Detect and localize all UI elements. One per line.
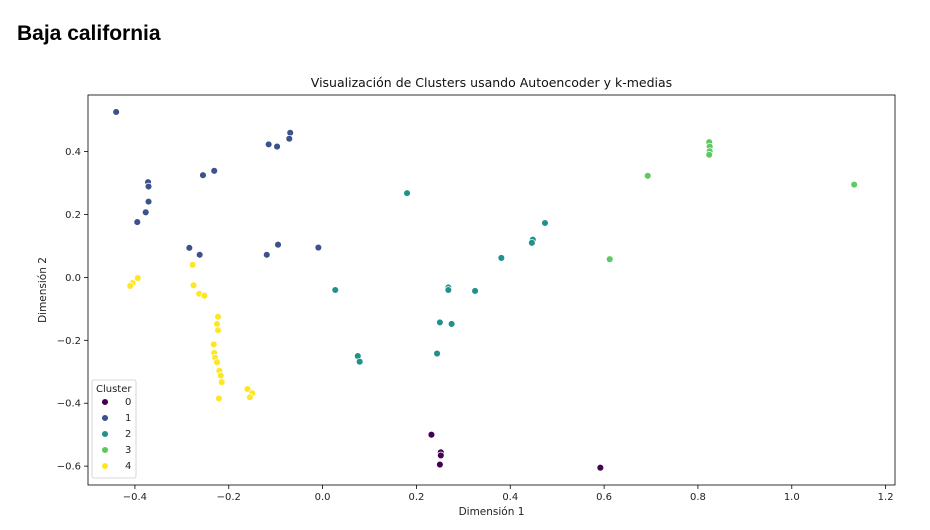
data-point: [705, 151, 713, 159]
legend-label: 2: [125, 429, 131, 440]
data-point: [643, 172, 652, 180]
data-point: [444, 286, 453, 294]
legend-label: 4: [125, 461, 131, 472]
x-tick-label: 1.0: [784, 492, 800, 503]
y-tick-label: 0.2: [65, 210, 81, 221]
y-axis-label: Dimensión 2: [37, 257, 49, 323]
data-point: [141, 208, 150, 217]
legend-label: 1: [125, 413, 131, 424]
data-point: [596, 463, 605, 472]
series-cluster-4: [126, 261, 256, 403]
series-cluster-3: [605, 138, 858, 263]
data-point: [133, 274, 142, 282]
x-tick-label: 1.2: [878, 492, 894, 503]
data-point: [217, 371, 225, 380]
data-point: [126, 282, 134, 290]
x-tick-label: 0.6: [596, 492, 612, 503]
data-point: [437, 451, 445, 460]
data-point: [213, 358, 221, 367]
data-point: [133, 218, 142, 226]
plot-frame: [87, 94, 896, 486]
x-tick-label: −0.4: [123, 492, 147, 503]
data-point: [436, 318, 444, 327]
legend-marker: [101, 414, 109, 422]
legend-title: Cluster: [96, 384, 132, 395]
legend-label: 3: [125, 445, 131, 456]
data-point: [497, 254, 506, 262]
data-point: [436, 460, 444, 469]
data-point: [217, 378, 226, 386]
x-axis-label: Dimensión 1: [459, 506, 525, 518]
data-point: [331, 286, 340, 294]
series-cluster-2: [331, 189, 549, 366]
data-point: [214, 326, 222, 335]
data-point: [214, 312, 222, 321]
data-point: [314, 243, 323, 252]
data-point: [403, 189, 411, 197]
data-point: [246, 393, 254, 402]
data-point: [199, 171, 207, 179]
y-tick-label: −0.4: [57, 399, 81, 410]
data-point: [215, 394, 223, 403]
x-tick-label: 0.2: [408, 492, 424, 503]
data-point: [112, 108, 120, 116]
data-point: [471, 287, 479, 295]
data-point: [210, 167, 218, 175]
y-tick-label: −0.6: [57, 462, 81, 473]
data-point: [427, 430, 436, 439]
data-point: [144, 182, 153, 191]
page-title: Baja california: [17, 22, 161, 45]
y-tick-label: 0.0: [65, 273, 81, 284]
legend-marker: [101, 430, 109, 438]
data-point: [433, 349, 441, 358]
data-point: [195, 251, 204, 259]
data-point: [605, 255, 614, 263]
legend: Cluster 0 1 2 3 4: [91, 379, 137, 479]
chart-title: Visualización de Clusters usando Autoenc…: [311, 75, 672, 90]
x-axis: −0.4 −0.2 0.0 0.2 0.4 0.6 0.8 1.0 1.2: [123, 485, 894, 503]
legend-marker: [101, 462, 109, 470]
x-tick-label: 0.8: [690, 492, 706, 503]
y-axis: −0.6 −0.4 −0.2 0.0 0.2 0.4: [57, 147, 88, 473]
x-tick-label: 0.4: [502, 492, 518, 503]
legend-marker: [101, 398, 109, 406]
data-point: [273, 142, 281, 151]
legend-marker: [101, 446, 109, 454]
data-point: [274, 240, 282, 249]
data-point: [200, 291, 209, 300]
data-point: [185, 244, 194, 252]
data-point: [541, 219, 549, 227]
x-tick-label: 0.0: [315, 492, 331, 503]
x-tick-label: −0.2: [217, 492, 241, 503]
legend-label: 0: [125, 397, 131, 408]
series-cluster-0: [427, 430, 605, 472]
data-point: [189, 281, 198, 290]
data-point: [209, 340, 218, 349]
y-tick-label: 0.4: [65, 147, 81, 158]
data-point: [263, 251, 271, 259]
series-cluster-1: [112, 108, 323, 259]
data-point: [264, 140, 273, 149]
data-point: [285, 134, 294, 143]
data-point: [355, 357, 364, 366]
data-point: [213, 320, 221, 328]
y-tick-label: −0.2: [57, 336, 81, 347]
data-point: [188, 261, 197, 269]
data-point: [447, 320, 456, 328]
data-point: [144, 197, 153, 206]
data-point: [850, 180, 858, 189]
data-point: [243, 385, 252, 393]
data-point: [528, 239, 536, 247]
